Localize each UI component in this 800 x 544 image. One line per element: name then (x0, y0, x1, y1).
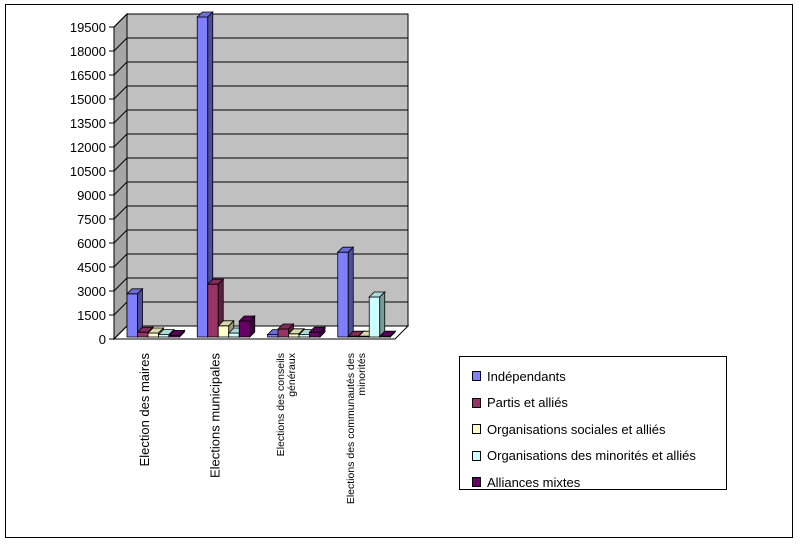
legend-swatch (472, 450, 481, 461)
bar-front (337, 251, 349, 338)
chart-walls (112, 12, 410, 341)
legend-item: Alliances mixtes (460, 469, 726, 496)
x-tick-label: Elections des communautés desminorités (345, 353, 368, 504)
gridline (113, 253, 408, 268)
bar-side (389, 330, 396, 338)
gridline (113, 133, 408, 148)
y-tick-label: 13500 (70, 116, 106, 131)
gridline (113, 85, 408, 100)
back-wall (126, 13, 409, 327)
bar (168, 329, 186, 338)
bar-side (319, 326, 326, 338)
y-tick-label: 18000 (70, 44, 106, 59)
legend-label: Organisations sociales et alliés (487, 421, 666, 437)
bar-side (249, 315, 256, 338)
gridline (113, 277, 408, 292)
bar-side (179, 329, 185, 338)
legend-swatch (472, 371, 481, 382)
y-tick-label: 4500 (77, 260, 106, 275)
x-tick-label: Elections municipales (207, 353, 222, 479)
y-tick-label: 6000 (77, 236, 106, 251)
bar (238, 315, 256, 338)
gridline (113, 109, 408, 124)
y-tick-label: 12000 (70, 140, 106, 155)
y-axis: 0 1500 3000 4500 6000 7500 9000 10500 12000 13500… (70, 20, 115, 347)
gridlines (113, 13, 408, 340)
y-tick-label: 10500 (70, 164, 106, 179)
x-tick-label: Election des maires (137, 353, 152, 467)
x-tick-label: Elections des conseilsgénéraux (275, 352, 298, 456)
chart-frame (5, 4, 793, 538)
bar-front (196, 16, 209, 338)
bar-front (238, 320, 251, 338)
y-tick-label: 3000 (77, 284, 106, 299)
legend-label: Organisations des minorités et alliés (487, 448, 696, 464)
y-tick-label: 9000 (77, 188, 106, 203)
y-tick-label: 19500 (70, 20, 106, 35)
legend-item: Indépendants (460, 363, 726, 390)
bar-front (147, 332, 159, 338)
bar (378, 330, 397, 338)
legend-swatch (472, 424, 481, 435)
y-tick-label: 7500 (77, 212, 106, 227)
legend: Indépendants Partis et alliés Organisation… (459, 356, 727, 490)
legend-label: Indépendants (487, 368, 566, 384)
bar-front (228, 332, 240, 338)
bar-front (309, 331, 321, 338)
legend-item: Organisations des minorités et alliés (460, 443, 726, 470)
legend-item: Partis et alliés (460, 390, 726, 417)
bars (126, 11, 397, 338)
bar-front (207, 283, 219, 338)
bar (126, 287, 144, 338)
bar-front (137, 331, 149, 338)
y-tick-label: 15000 (70, 92, 106, 107)
gridline (113, 61, 408, 76)
gridline (113, 229, 408, 244)
bar-side (379, 291, 386, 338)
bar (336, 246, 355, 338)
gridline (113, 181, 408, 196)
gridline (113, 37, 408, 52)
legend-swatch (472, 477, 481, 488)
bar-front (368, 296, 381, 338)
bar-front (288, 333, 300, 338)
y-tick-label: 0 (99, 332, 106, 347)
legend-item: Organisations sociales et alliés (460, 416, 726, 443)
gridline (113, 157, 408, 172)
legend-label: Alliances mixtes (487, 474, 581, 490)
bar (308, 326, 326, 338)
legend-swatch (472, 397, 481, 408)
side-wall (113, 12, 128, 341)
y-tick-label: 1500 (77, 308, 106, 323)
y-tick-label: 16500 (70, 68, 106, 83)
gridline (113, 13, 408, 28)
bar (157, 328, 175, 338)
x-axis-labels: Election des maires Elections municipales… (137, 352, 368, 504)
bar-front (217, 325, 230, 338)
gridline (113, 205, 408, 220)
bar-front (126, 293, 138, 338)
legend-label: Partis et alliés (487, 395, 568, 411)
bar-front (277, 328, 289, 338)
bar (368, 291, 386, 338)
bar-side (347, 246, 354, 338)
